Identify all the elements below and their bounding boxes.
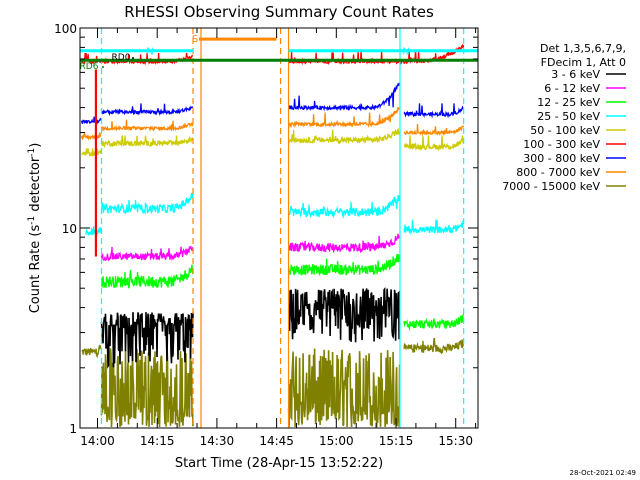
flag-bars: N N S RD0 RD6 [80, 34, 478, 72]
series-segment [287, 348, 401, 428]
series-3-6-kev [100, 287, 401, 369]
series-800-7000-kev [80, 106, 465, 141]
series-segment [81, 148, 102, 158]
legend-entry-label: 7000 - 15000 keV [502, 180, 600, 193]
series-segment [100, 348, 194, 428]
legend-entry-label: 50 - 100 keV [530, 124, 600, 137]
x-tick-label: 15:00 [319, 434, 354, 448]
series-7000-15000-kev [81, 337, 465, 428]
vertical-markers [100, 28, 465, 428]
legend-header-line-2: FDecim 1, Att 0 [541, 56, 626, 69]
series-segment [100, 135, 194, 149]
series-25-50-kev [85, 191, 464, 236]
series-6-12-kev [100, 233, 401, 262]
series-segment [287, 253, 401, 277]
x-tick-label: 15:30 [438, 434, 473, 448]
legend-entry-label: 800 - 7000 keV [516, 166, 600, 179]
series-segment [403, 103, 464, 119]
series-segment [101, 103, 194, 117]
x-axis: 14:00 14:15 14:30 14:45 15:00 15:15 15:30 [80, 28, 477, 448]
generation-timestamp: 28-Oct-2021 02:49 [570, 469, 636, 477]
series-segment [287, 287, 401, 343]
y-tick-label: 10 [62, 222, 77, 236]
x-axis-label: Start Time (28-Apr-15 13:52:22) [175, 456, 383, 471]
series-segment [403, 135, 465, 152]
x-tick-label: 15:15 [379, 434, 414, 448]
flag-label-n: N [402, 47, 409, 58]
series-segment [403, 313, 465, 331]
legend-entry-label: 12 - 25 keV [537, 96, 600, 109]
legend-entry-label: 25 - 50 keV [537, 110, 600, 123]
series-segment [288, 233, 401, 254]
x-tick-label: 14:15 [140, 434, 175, 448]
series-segment [100, 264, 194, 289]
series-segment [403, 124, 465, 137]
flag-label-rd0: RD0 [112, 53, 131, 63]
series-300-800-kev [80, 82, 464, 126]
series-segment [100, 191, 194, 215]
series-segment [80, 116, 102, 126]
series-segment [403, 219, 464, 235]
series-segment [288, 127, 401, 145]
series-segment [100, 119, 194, 133]
legend-header-line-1: Det 1,3,5,6,7,9, [540, 42, 626, 55]
y-axis: 1 10 100 [54, 22, 478, 436]
series-segment [287, 106, 401, 129]
x-tick-label: 14:45 [259, 434, 294, 448]
y-axis-label: Count Rate (s-1 detector-1) [27, 143, 43, 314]
series-segment [287, 194, 401, 219]
flag-dot [102, 66, 104, 68]
flag-label-s: S [192, 34, 198, 45]
flag-label-n: N [146, 47, 153, 58]
plot-area [80, 43, 465, 428]
chart-title: RHESSI Observing Summary Count Rates [124, 3, 434, 21]
legend-entry-label: 6 - 12 keV [544, 82, 600, 95]
series-segment [100, 312, 194, 369]
y-tick-label: 1 [69, 422, 77, 436]
series-segment [287, 82, 401, 112]
series-segment [80, 132, 102, 141]
series-12-25-kev [100, 253, 465, 331]
flag-label-rd6: RD6 [80, 62, 99, 72]
x-tick-label: 14:00 [80, 434, 115, 448]
series-segment [81, 344, 102, 359]
legend: Det 1,3,5,6,7,9, FDecim 1, Att 0 3 - 6 k… [502, 42, 626, 193]
series-segment [85, 226, 102, 236]
y-tick-label: 100 [54, 22, 77, 36]
legend-entry-label: 100 - 300 keV [523, 138, 600, 151]
series-segment [100, 246, 194, 262]
series-50-100-kev [81, 127, 465, 158]
legend-entry-label: 300 - 800 keV [523, 152, 600, 165]
x-tick-label: 14:30 [200, 434, 235, 448]
flag-dot [132, 57, 134, 59]
legend-entry-label: 3 - 6 keV [551, 68, 600, 81]
series-segment [403, 337, 465, 355]
